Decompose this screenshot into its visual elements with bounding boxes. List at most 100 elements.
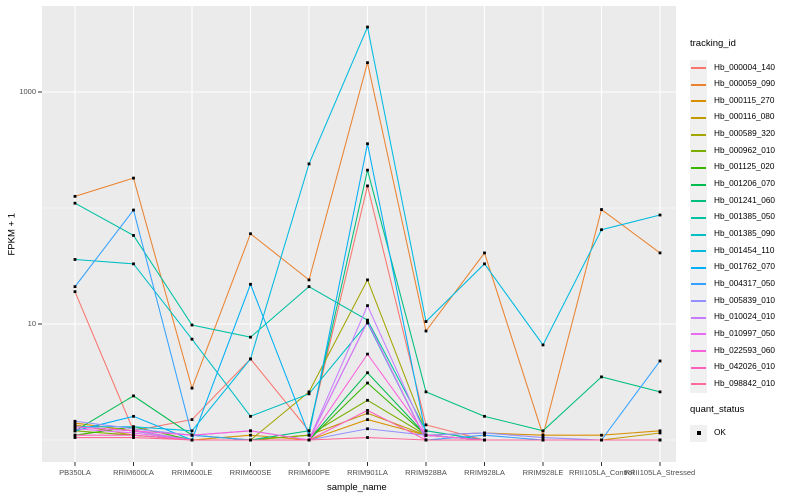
point-marker-Hb_001385_050[interactable] bbox=[73, 201, 77, 205]
point-marker-Hb_000059_090[interactable] bbox=[307, 278, 311, 282]
point-marker-Hb_098842_010[interactable] bbox=[132, 436, 135, 439]
point-marker-Hb_098842_010[interactable] bbox=[307, 438, 311, 442]
point-marker-Hb_001762_070[interactable] bbox=[366, 142, 369, 146]
point-marker-Hb_000004_140[interactable] bbox=[190, 418, 194, 421]
point-marker-Hb_001241_060[interactable] bbox=[483, 414, 486, 418]
point-marker-Hb_000059_090[interactable] bbox=[366, 61, 369, 65]
point-marker-Hb_098842_010[interactable] bbox=[190, 438, 194, 442]
point-marker-Hb_001762_070[interactable] bbox=[73, 429, 77, 433]
point-marker-Hb_001454_110[interactable] bbox=[132, 425, 135, 429]
point-marker-Hb_001385_050[interactable] bbox=[249, 335, 252, 339]
point-marker-Hb_001762_070[interactable] bbox=[249, 282, 252, 286]
point-marker-Hb_000115_270[interactable] bbox=[600, 433, 603, 437]
point-marker-Hb_001385_090[interactable] bbox=[307, 392, 311, 396]
point-marker-Hb_001454_110[interactable] bbox=[658, 213, 662, 217]
point-marker-Hb_000116_080[interactable] bbox=[366, 411, 369, 415]
point-marker-Hb_001385_090[interactable] bbox=[73, 258, 77, 261]
point-marker-Hb_001385_050[interactable] bbox=[424, 429, 428, 433]
point-marker-Hb_001385_050[interactable] bbox=[190, 323, 194, 327]
point-marker-Hb_001241_060[interactable] bbox=[600, 375, 603, 379]
point-marker-Hb_042026_010[interactable] bbox=[73, 433, 77, 437]
point-marker-Hb_022593_060[interactable] bbox=[73, 425, 77, 429]
legend-entry-label: Hb_001454_110 bbox=[714, 245, 775, 255]
point-marker-Hb_001454_110[interactable] bbox=[366, 25, 369, 29]
point-marker-Hb_005839_010[interactable] bbox=[483, 431, 486, 435]
point-marker-Hb_022593_060[interactable] bbox=[190, 433, 194, 437]
point-marker-Hb_001385_090[interactable] bbox=[132, 262, 135, 266]
point-marker-Hb_001762_070[interactable] bbox=[307, 433, 311, 437]
point-marker-Hb_000004_140[interactable] bbox=[366, 184, 369, 188]
point-marker-Hb_010997_050[interactable] bbox=[366, 320, 369, 323]
point-marker-Hb_001454_110[interactable] bbox=[307, 162, 311, 166]
point-marker-Hb_001454_110[interactable] bbox=[249, 357, 252, 361]
point-marker-Hb_001762_070[interactable] bbox=[132, 414, 135, 418]
point-marker-Hb_042026_010[interactable] bbox=[132, 433, 135, 437]
point-marker-Hb_005839_010[interactable] bbox=[132, 427, 135, 431]
point-marker-Hb_001241_060[interactable] bbox=[307, 429, 311, 433]
point-marker-Hb_000116_080[interactable] bbox=[73, 423, 77, 427]
point-marker-Hb_000059_090[interactable] bbox=[249, 232, 252, 236]
point-marker-Hb_001454_110[interactable] bbox=[483, 262, 486, 266]
point-marker-Hb_001206_070[interactable] bbox=[366, 371, 369, 375]
point-marker-Hb_001454_110[interactable] bbox=[190, 429, 194, 433]
point-marker-Hb_001241_060[interactable] bbox=[541, 429, 545, 433]
point-marker-Hb_001385_050[interactable] bbox=[307, 285, 311, 289]
point-marker-Hb_000115_270[interactable] bbox=[658, 429, 662, 433]
point-marker-Hb_098842_010[interactable] bbox=[366, 436, 369, 439]
point-marker-Hb_000589_320[interactable] bbox=[366, 278, 369, 282]
point-marker-Hb_000115_270[interactable] bbox=[366, 418, 369, 421]
point-marker-Hb_005839_010[interactable] bbox=[73, 419, 77, 423]
point-marker-Hb_000004_140[interactable] bbox=[73, 290, 77, 294]
point-marker-Hb_000115_270[interactable] bbox=[249, 433, 252, 437]
point-marker-Hb_000059_090[interactable] bbox=[658, 251, 662, 255]
point-marker-Hb_022593_060[interactable] bbox=[366, 352, 369, 356]
point-marker-Hb_000059_090[interactable] bbox=[132, 176, 135, 180]
point-marker-Hb_005839_010[interactable] bbox=[541, 436, 545, 439]
point-marker-Hb_001385_090[interactable] bbox=[366, 321, 369, 325]
point-marker-Hb_010024_010[interactable] bbox=[366, 304, 369, 308]
point-marker-Hb_004317_050[interactable] bbox=[483, 433, 486, 437]
point-marker-Hb_000589_320[interactable] bbox=[307, 390, 311, 394]
point-marker-Hb_022593_060[interactable] bbox=[249, 429, 252, 433]
point-marker-Hb_001454_110[interactable] bbox=[424, 320, 428, 323]
point-marker-Hb_010997_050[interactable] bbox=[132, 431, 135, 435]
legend-key-line-icon bbox=[691, 150, 706, 153]
point-marker-Hb_001206_070[interactable] bbox=[132, 394, 135, 398]
point-marker-Hb_098842_010[interactable] bbox=[600, 438, 603, 442]
point-marker-Hb_098842_010[interactable] bbox=[483, 438, 486, 442]
point-marker-Hb_000115_270[interactable] bbox=[73, 421, 77, 425]
point-marker-Hb_000059_090[interactable] bbox=[483, 251, 486, 255]
point-marker-Hb_098842_010[interactable] bbox=[249, 438, 252, 442]
point-marker-Hb_000004_140[interactable] bbox=[424, 423, 428, 427]
point-marker-Hb_042026_010[interactable] bbox=[366, 408, 369, 412]
point-marker-Hb_005839_010[interactable] bbox=[366, 427, 369, 431]
point-marker-Hb_004317_050[interactable] bbox=[132, 208, 135, 212]
point-marker-Hb_098842_010[interactable] bbox=[73, 436, 77, 439]
point-marker-Hb_001241_060[interactable] bbox=[366, 168, 369, 172]
point-marker-Hb_000962_010[interactable] bbox=[366, 398, 369, 402]
point-marker-Hb_004317_050[interactable] bbox=[658, 359, 662, 363]
point-marker-Hb_000059_090[interactable] bbox=[424, 329, 428, 333]
point-marker-Hb_001241_060[interactable] bbox=[658, 390, 662, 394]
point-marker-Hb_000116_080[interactable] bbox=[658, 431, 662, 435]
y-tick-label-1000: 1000 bbox=[19, 87, 36, 96]
point-marker-Hb_000059_090[interactable] bbox=[600, 208, 603, 211]
point-marker-Hb_001385_050[interactable] bbox=[132, 234, 135, 237]
point-marker-Hb_098842_010[interactable] bbox=[541, 438, 545, 442]
point-marker-Hb_000115_270[interactable] bbox=[541, 433, 545, 437]
point-marker-Hb_098842_010[interactable] bbox=[424, 438, 428, 442]
point-marker-Hb_001241_060[interactable] bbox=[424, 390, 428, 394]
point-marker-Hb_022593_060[interactable] bbox=[424, 433, 428, 437]
point-marker-Hb_001125_020[interactable] bbox=[366, 381, 369, 385]
point-marker-Hb_000059_090[interactable] bbox=[190, 386, 194, 390]
point-marker-Hb_098842_010[interactable] bbox=[658, 438, 662, 442]
point-marker-Hb_001454_110[interactable] bbox=[541, 343, 545, 347]
point-marker-Hb_001385_090[interactable] bbox=[190, 337, 194, 341]
point-marker-Hb_010997_050[interactable] bbox=[73, 427, 77, 431]
point-marker-Hb_001385_050[interactable] bbox=[366, 318, 369, 322]
point-marker-Hb_001385_090[interactable] bbox=[249, 414, 252, 418]
point-marker-Hb_001454_110[interactable] bbox=[600, 228, 603, 232]
point-marker-Hb_000059_090[interactable] bbox=[73, 194, 77, 198]
point-marker-Hb_022593_060[interactable] bbox=[132, 429, 135, 433]
point-marker-Hb_004317_050[interactable] bbox=[73, 285, 77, 289]
